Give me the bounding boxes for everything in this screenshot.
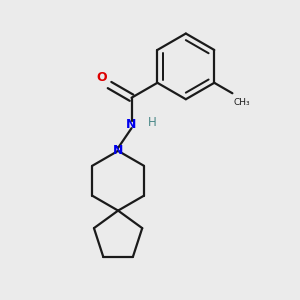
Text: N: N <box>113 144 123 158</box>
Text: N: N <box>126 118 137 131</box>
Text: CH₃: CH₃ <box>234 98 250 107</box>
Text: H: H <box>148 116 157 129</box>
Text: O: O <box>96 70 106 84</box>
